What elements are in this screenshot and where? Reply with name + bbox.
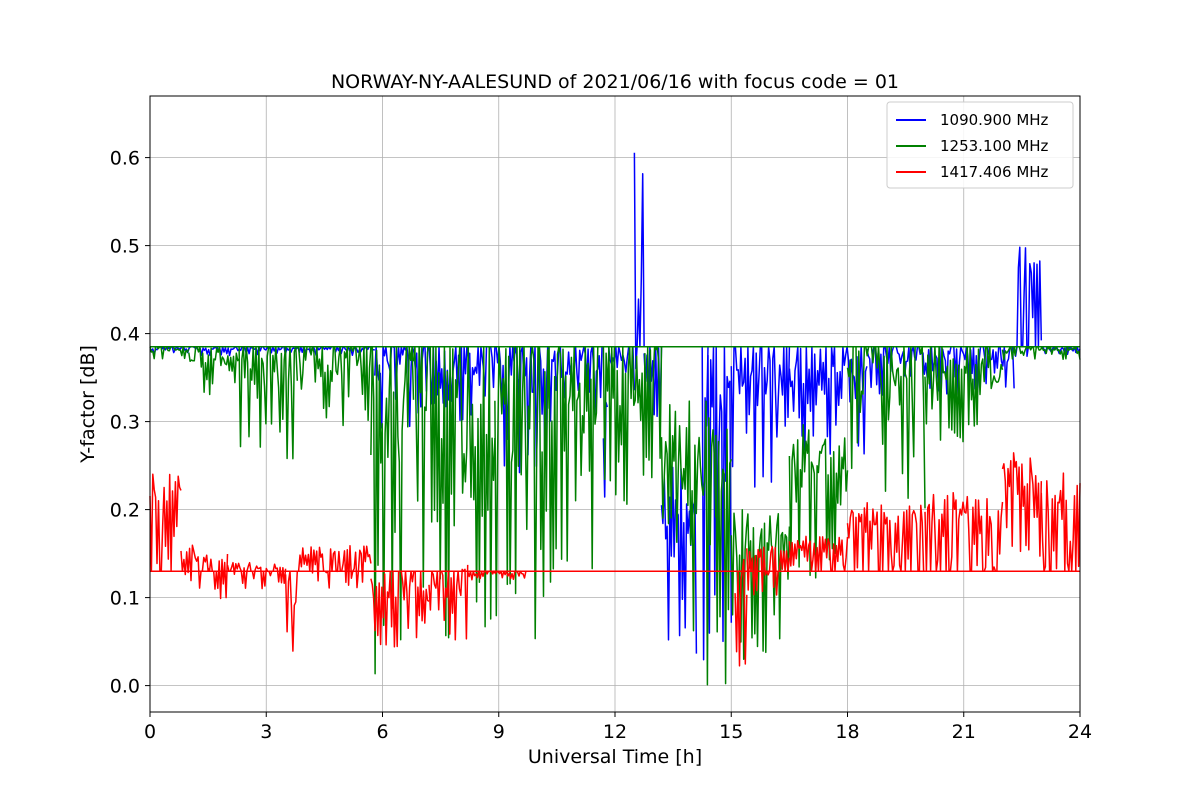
y-axis-label: Y-factor [dB] (77, 345, 99, 464)
series-line-segment (746, 545, 791, 596)
x-tick-label: 18 (835, 721, 859, 743)
series-line-segment (1013, 246, 1043, 358)
series-line-segment (238, 346, 287, 448)
plot-area (149, 95, 1081, 713)
series-line-segment (846, 502, 925, 572)
series-line-segment (924, 491, 1004, 572)
series-line-segment (730, 509, 791, 660)
legend-label: 1253.100 MHz (940, 137, 1049, 155)
series-line-segment (730, 346, 791, 488)
series-line-segment (513, 346, 550, 640)
y-axis: 0.0 0.1 0.2 0.3 0.4 0.5 0.6 (110, 148, 150, 698)
series-line-segment (296, 346, 372, 427)
series-line-segment (1001, 452, 1043, 557)
y-tick-label: 0.6 (110, 148, 140, 170)
series-line-segment (788, 423, 849, 579)
x-tick-label: 9 (493, 721, 505, 743)
legend-box (886, 101, 1074, 189)
series-line-segment (660, 400, 717, 686)
x-tick-label: 24 (1068, 721, 1092, 743)
series-line-segment (633, 152, 645, 370)
series-line-segment (494, 346, 516, 617)
series-line-segment (660, 466, 698, 654)
legend-label: 1090.900 MHz (940, 111, 1049, 129)
series-line-segment (284, 346, 299, 460)
y-tick-label: 0.4 (110, 324, 140, 346)
series-2 (149, 346, 1081, 686)
series-line-segment (226, 561, 287, 590)
series-line-segment (149, 346, 190, 360)
series-line-segment (715, 428, 733, 685)
y-tick-label: 0.2 (110, 500, 140, 522)
series-line-segment (180, 544, 209, 589)
y-tick-label: 0.0 (110, 676, 140, 698)
series-line-segment (924, 346, 1004, 443)
series-line-segment (846, 346, 926, 509)
x-tick-label: 21 (952, 721, 976, 743)
series-line-segment (788, 346, 868, 455)
x-axis-label: Universal Time [h] (528, 746, 702, 768)
chart-title: NORWAY-NY-AALESUND of 2021/06/16 with fo… (331, 71, 899, 93)
series-line-segment (188, 346, 240, 396)
series-line-segment (734, 558, 748, 667)
series-line-segment (284, 570, 299, 652)
series-line-segment (297, 545, 372, 589)
x-tick-label: 3 (260, 721, 272, 743)
series-layer (149, 152, 1081, 686)
series-line-segment (548, 346, 604, 583)
series-line-segment (149, 473, 182, 572)
series-3 (149, 452, 1081, 667)
x-tick-label: 12 (603, 721, 627, 743)
y-tick-label: 0.1 (110, 588, 140, 610)
legend-items: 1090.900 MHz 1253.100 MHz 1417.406 MHz (896, 111, 1049, 181)
x-tick-label: 0 (144, 721, 156, 743)
legend-label: 1417.406 MHz (940, 163, 1049, 181)
legend: 1090.900 MHz 1253.100 MHz 1417.406 MHz (886, 101, 1074, 189)
series-line-segment (1040, 472, 1081, 572)
series-line-segment (788, 535, 849, 572)
series-line-segment (602, 346, 663, 506)
series-line-segment (412, 346, 496, 639)
y-tick-label: 0.5 (110, 236, 140, 258)
x-tick-label: 15 (719, 721, 743, 743)
series-line-segment (707, 346, 733, 643)
x-axis: 0 3 6 9 12 15 18 21 24 (144, 712, 1092, 743)
x-tick-label: 6 (376, 721, 388, 743)
y-tick-label: 0.3 (110, 412, 140, 434)
series-line-segment (1001, 346, 1081, 361)
series-line-segment (207, 553, 229, 600)
